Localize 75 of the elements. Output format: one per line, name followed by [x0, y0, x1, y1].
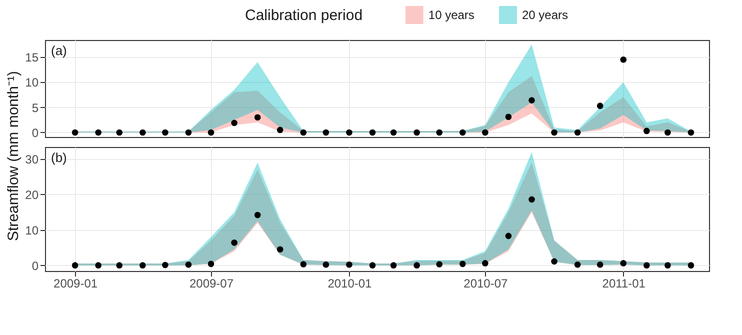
point	[162, 129, 168, 136]
y-tick-label: 10	[25, 76, 39, 90]
legend-title: Calibration period	[245, 7, 363, 24]
point	[664, 262, 671, 268]
point	[72, 262, 78, 268]
x-tick-label: 2011-01	[602, 276, 646, 290]
point	[322, 129, 330, 136]
point	[688, 129, 694, 136]
point	[482, 260, 488, 266]
point	[459, 129, 466, 136]
x-tick-label: 2010-07	[464, 276, 508, 290]
point	[276, 126, 284, 134]
point	[574, 129, 581, 136]
point	[72, 129, 78, 136]
point	[596, 102, 604, 109]
point	[254, 212, 261, 218]
y-tick-label: 0	[32, 126, 39, 140]
point	[482, 129, 488, 136]
point	[116, 129, 123, 136]
point	[369, 262, 376, 268]
point	[664, 129, 671, 136]
y-tick-label: 15	[25, 50, 39, 65]
y-tick-label: 5	[32, 100, 39, 115]
point	[620, 56, 627, 63]
point	[436, 129, 443, 136]
point	[231, 120, 238, 126]
point	[346, 129, 352, 136]
point	[436, 261, 443, 268]
point	[551, 129, 558, 136]
point	[185, 261, 192, 268]
point	[414, 262, 420, 268]
point	[231, 240, 238, 246]
point	[551, 258, 558, 265]
point	[208, 260, 214, 268]
chart-title: (b)	[51, 150, 67, 165]
point	[528, 196, 535, 203]
legend-label: 20 years	[522, 8, 568, 22]
point	[162, 262, 168, 268]
point	[139, 129, 146, 136]
point	[414, 129, 420, 136]
x-tick-label: 2009-01	[54, 276, 98, 290]
point	[208, 129, 214, 136]
point	[322, 261, 330, 268]
chart-title: (a)	[51, 43, 67, 58]
point	[688, 262, 694, 268]
y-tick-label: 30	[25, 152, 39, 167]
point	[643, 128, 650, 134]
legend-label: 10 years	[428, 8, 474, 22]
point	[390, 129, 397, 136]
point	[139, 262, 146, 268]
x-tick-label: 2010-01	[328, 276, 372, 290]
point	[95, 129, 102, 136]
point	[390, 262, 397, 268]
point	[574, 261, 581, 268]
y-axis-title: Streamflow (mm month⁻¹)	[5, 70, 22, 242]
point	[459, 260, 466, 268]
y-tick-label: 10	[25, 223, 39, 238]
point	[254, 114, 261, 121]
point	[300, 261, 307, 268]
point	[620, 260, 627, 266]
point	[95, 262, 102, 268]
point	[185, 129, 192, 136]
y-tick-label: 0	[32, 258, 39, 273]
point	[596, 261, 604, 268]
point	[643, 262, 650, 268]
point	[369, 129, 376, 136]
point	[300, 129, 307, 136]
point	[276, 246, 284, 253]
point	[346, 261, 352, 268]
x-tick-label: 2009-07	[189, 276, 234, 290]
point	[505, 114, 512, 120]
y-tick-label: 20	[25, 188, 39, 202]
point	[505, 232, 512, 240]
point	[528, 97, 535, 104]
point	[116, 262, 123, 268]
